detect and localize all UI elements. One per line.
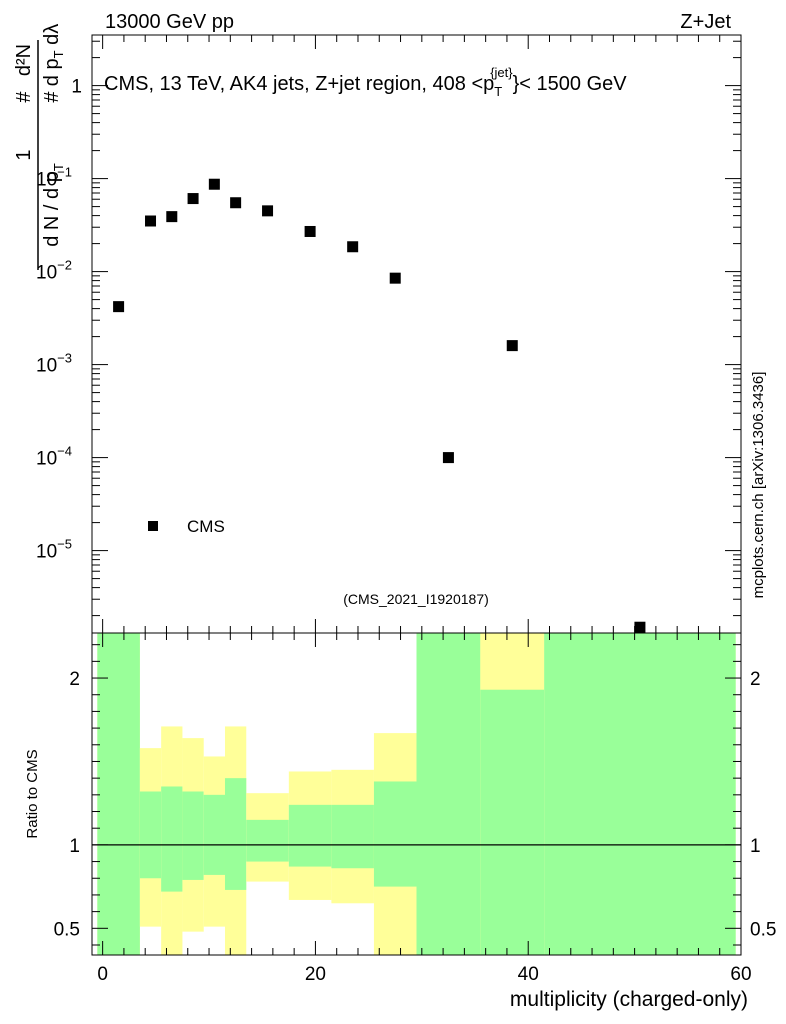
x-tick-label: 20 [305,964,326,985]
ratio-band-inner [373,781,417,887]
ratio-y-tick-label: 2 [69,669,80,690]
data-point [113,301,125,313]
data-point [442,452,454,464]
y-tick-label: 10−1 [36,165,72,191]
data-point [230,197,242,209]
data-point [347,241,359,253]
data-point [389,272,401,284]
ratio-y-tick-label: 1 [69,836,80,857]
header-left: 13000 GeV pp [105,11,234,33]
ratio-band-inner [161,786,183,892]
svg-text:d²N: d²N [13,44,35,76]
x-tick-label: 0 [97,964,108,985]
plot-title: CMS, 13 TeV, AK4 jets, Z+jet region, 408… [104,65,627,99]
ratio-band-inner [288,804,332,867]
ratio-band-inner [544,633,736,955]
x-tick-label: 60 [730,964,751,985]
ratio-band-inner [182,791,204,880]
legend-marker [148,521,158,531]
svg-text:#: # [41,91,63,103]
data-point [262,205,274,217]
y-tick-label: 10−3 [36,351,72,377]
data-point [166,211,178,223]
header-right: Z+Jet [680,11,731,33]
svg-text:d pT dλ: d pT dλ [41,24,66,86]
data-point [145,215,157,227]
svg-text:1: 1 [13,149,35,160]
data-point [187,193,199,205]
ratio-y-tick-label-right: 1 [750,836,761,857]
x-tick-label: 40 [518,964,539,985]
ratio-band-inner [139,791,162,879]
data-point [304,225,316,237]
y-tick-label: 10−2 [36,258,72,284]
y-axis-label: 1 d N / d pT # # d²N d pT dλ [13,24,66,270]
ratio-axis-label: Ratio to CMS [24,749,41,838]
ratio-y-tick-label: 0.5 [54,919,80,940]
legend-label: CMS [187,517,225,536]
svg-text:#: # [13,91,35,103]
watermark: mcplots.cern.ch [arXiv:1306.3436] [750,372,767,599]
ratio-band-inner [416,633,481,955]
data-point [208,178,220,190]
ratio-band-inner [331,804,374,869]
analysis-tag: (CMS_2021_I1920187) [343,591,489,607]
y-tick-label: 1 [71,77,82,98]
ratio-band-inner [246,819,289,862]
ratio-y-tick-label-right: 0.5 [750,919,776,940]
data-point [634,621,646,633]
main-plot-frame [91,34,742,634]
ratio-band-inner [224,778,247,890]
ratio-band-inner [480,689,545,955]
svg-text:d N / d pT: d N / d pT [41,163,66,247]
x-axis-label: multiplicity (charged-only) [510,988,748,1011]
ratio-band-inner [97,633,140,955]
ratio-band-inner [203,794,225,875]
y-tick-label: 10−4 [36,444,72,470]
y-tick-label: 10−5 [36,537,72,563]
data-point [506,340,518,352]
ratio-plot-frame [91,632,742,956]
ratio-y-tick-label-right: 2 [750,669,761,690]
